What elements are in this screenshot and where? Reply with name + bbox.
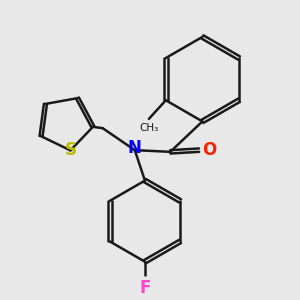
Text: S: S [64, 141, 76, 159]
Text: F: F [139, 279, 151, 297]
Text: N: N [128, 140, 142, 158]
Text: O: O [202, 141, 216, 159]
Text: CH₃: CH₃ [139, 123, 158, 133]
